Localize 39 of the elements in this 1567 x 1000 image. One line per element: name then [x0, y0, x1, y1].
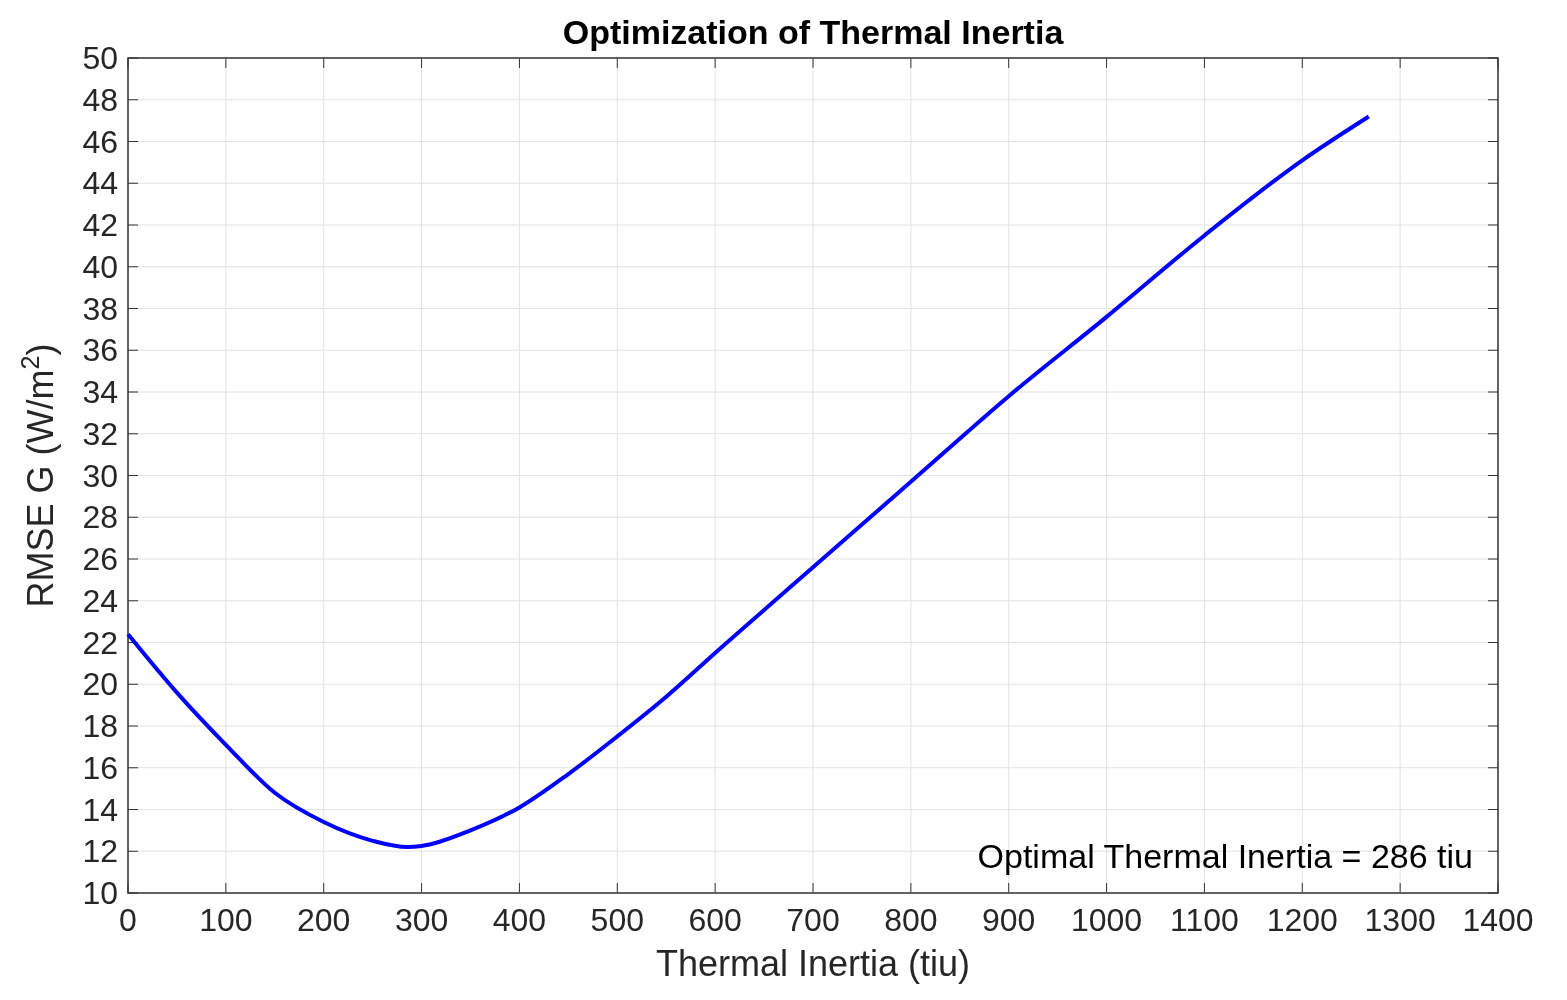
y-tick-label: 24: [82, 582, 118, 619]
x-tick-label: 0: [119, 902, 137, 938]
y-tick-label: 16: [82, 749, 118, 786]
x-tick-label: 400: [492, 902, 547, 938]
y-tick-label: 12: [82, 833, 118, 870]
annotation: Optimal Thermal Inertia = 286 tiu: [977, 837, 1473, 875]
y-tick-label: 50: [82, 40, 118, 77]
y-tick-label: 36: [82, 332, 118, 369]
y-tick-label: 14: [82, 791, 118, 828]
x-tick-label: 1000: [1070, 902, 1143, 938]
y-tick-label: 10: [82, 875, 118, 912]
x-tick-label: 1300: [1364, 902, 1436, 938]
x-tick-label: 800: [884, 902, 938, 938]
x-tick-label: 100: [199, 902, 253, 938]
y-tick-label: 28: [82, 499, 118, 536]
x-tick-label: 1100: [1170, 902, 1239, 938]
x-tick-label: 500: [590, 902, 644, 938]
x-tick-label: 1200: [1266, 902, 1338, 938]
y-tick-label: 34: [82, 374, 118, 411]
chart-title: Optimization of Thermal Inertia: [562, 13, 1065, 51]
x-axis-title: Thermal Inertia (tiu): [655, 943, 971, 984]
y-tick-label: 46: [82, 123, 118, 160]
y-tick-label: 30: [82, 457, 118, 494]
y-tick-label: 22: [82, 624, 118, 661]
x-tick-label: 1400: [1462, 902, 1534, 938]
x-tick-label: 600: [688, 902, 742, 938]
y-tick-label: 42: [82, 207, 118, 244]
x-tick-label: 300: [394, 902, 449, 938]
y-tick-label: 18: [82, 708, 118, 745]
y-tick-label: 26: [82, 541, 118, 578]
x-tick-label: 900: [982, 902, 1036, 938]
y-tick-label: 40: [82, 248, 118, 285]
y-tick-label: 38: [82, 290, 118, 327]
y-tick-label: 48: [82, 81, 118, 118]
x-tick-label: 700: [786, 902, 840, 938]
y-tick-label: 44: [82, 165, 118, 202]
y-tick-label: 20: [82, 666, 118, 703]
y-tick-label: 32: [82, 415, 118, 452]
x-tick-label: 200: [297, 902, 351, 938]
